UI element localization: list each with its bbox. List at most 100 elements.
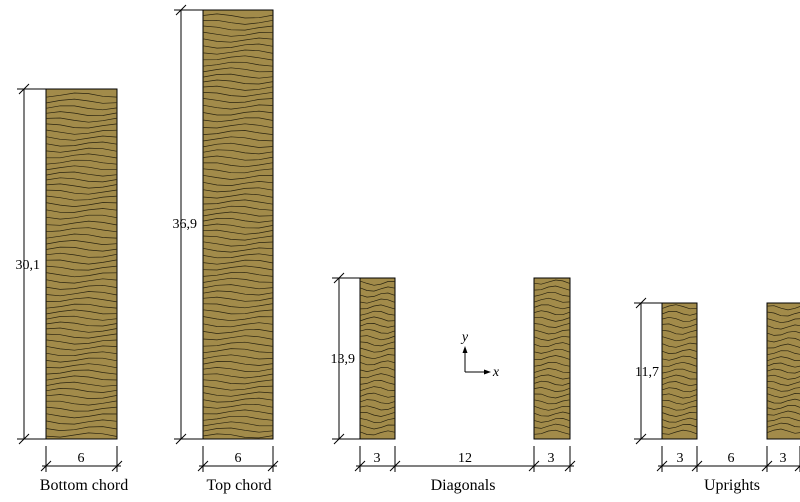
grain-line	[533, 297, 571, 303]
grain-line	[202, 217, 274, 223]
grain-line	[359, 347, 396, 353]
grain-line	[202, 277, 274, 283]
top-chord-width-label: 6	[235, 451, 242, 466]
grain-line	[661, 316, 698, 322]
bottom-chord-member	[45, 88, 118, 440]
caption-uprights: Uprights	[704, 477, 760, 494]
grain-line	[45, 303, 118, 309]
dimension-tick	[18, 83, 30, 95]
grain-line	[202, 155, 274, 161]
grain-line	[359, 292, 396, 298]
coordinate-axes-icon: y x	[460, 330, 500, 380]
grain-line	[45, 406, 118, 412]
grain-line	[202, 98, 274, 103]
upright-right-member	[766, 302, 800, 440]
grain-line	[766, 362, 800, 368]
grain-line	[202, 85, 274, 91]
grain-line	[202, 73, 274, 79]
grain-line	[45, 265, 118, 271]
grain-line	[661, 405, 698, 411]
uprights-width-right-label: 3	[780, 451, 787, 466]
bottom-chord-width-label: 6	[78, 451, 85, 466]
grain-line	[45, 419, 118, 425]
grain-line	[533, 279, 571, 285]
grain-line	[533, 411, 571, 417]
grain-line	[202, 296, 274, 302]
grain-line	[661, 393, 698, 399]
dimension-tick	[656, 460, 668, 472]
grain-line	[202, 271, 274, 277]
grain-line	[533, 405, 571, 411]
grain-line	[766, 410, 800, 416]
grain-line	[202, 229, 274, 235]
grain-line	[661, 424, 698, 429]
grain-line	[359, 411, 396, 417]
grain-line	[202, 49, 274, 55]
grain-line	[202, 187, 274, 193]
grain-line	[45, 351, 118, 357]
grain-line	[45, 339, 118, 345]
caption-top-chord: Top chord	[206, 477, 271, 494]
grain-line	[359, 424, 396, 430]
grain-line	[45, 327, 118, 333]
grain-line	[359, 380, 396, 385]
grain-line	[359, 399, 396, 405]
grain-line	[45, 233, 118, 239]
grain-line	[45, 129, 118, 135]
grain-line	[45, 147, 118, 153]
grain-line	[359, 373, 396, 379]
grain-line	[202, 385, 274, 391]
top-chord-member	[202, 9, 274, 440]
diagonals-width-right-label: 3	[548, 451, 555, 466]
grain-line	[45, 240, 118, 245]
grain-line	[45, 227, 118, 233]
grain-line	[202, 290, 274, 296]
grain-line	[766, 368, 800, 374]
dimension-tick	[197, 460, 209, 472]
uprights-height-label: 11,7	[635, 365, 659, 380]
grain-line	[202, 199, 274, 205]
grain-line	[661, 349, 698, 354]
grain-line	[359, 304, 396, 310]
grain-line	[202, 348, 274, 354]
dimension-tick	[389, 460, 401, 472]
grain-line	[661, 361, 698, 367]
grain-line	[202, 403, 274, 409]
grain-line	[202, 79, 274, 85]
grain-line	[766, 381, 800, 386]
grain-line	[359, 386, 396, 392]
grain-line	[359, 323, 396, 328]
dimension-tick	[354, 460, 366, 472]
y-arrowhead-icon	[462, 346, 468, 353]
grain-line	[766, 337, 800, 343]
grain-line	[766, 330, 800, 336]
grain-line	[202, 104, 274, 110]
grain-line	[766, 398, 800, 404]
grain-line	[533, 361, 571, 367]
grain-line	[202, 55, 274, 61]
grain-line	[45, 284, 118, 290]
grain-line	[533, 355, 571, 360]
diagonal-right-member	[533, 277, 571, 440]
grain-line	[45, 388, 118, 393]
grain-line	[766, 374, 800, 380]
grain-line	[202, 361, 274, 366]
grain-line	[202, 136, 274, 142]
grain-line	[202, 367, 274, 372]
grain-line	[661, 329, 698, 335]
grain-line	[533, 387, 571, 392]
grain-line	[661, 381, 698, 387]
grain-line	[45, 171, 118, 177]
grain-line	[202, 303, 274, 309]
grain-line	[359, 286, 396, 292]
dimension-labels: 30,1 6 36,9 6 13,9 3 12 3 11,7 3 6 3	[16, 217, 787, 466]
grain-line	[202, 43, 274, 49]
grain-line	[45, 333, 118, 339]
grain-line	[45, 159, 118, 165]
grain-line	[533, 348, 571, 354]
grain-line	[359, 354, 396, 360]
x-axis-label: x	[492, 365, 500, 380]
grain-line	[359, 335, 396, 341]
grain-line	[202, 123, 274, 129]
